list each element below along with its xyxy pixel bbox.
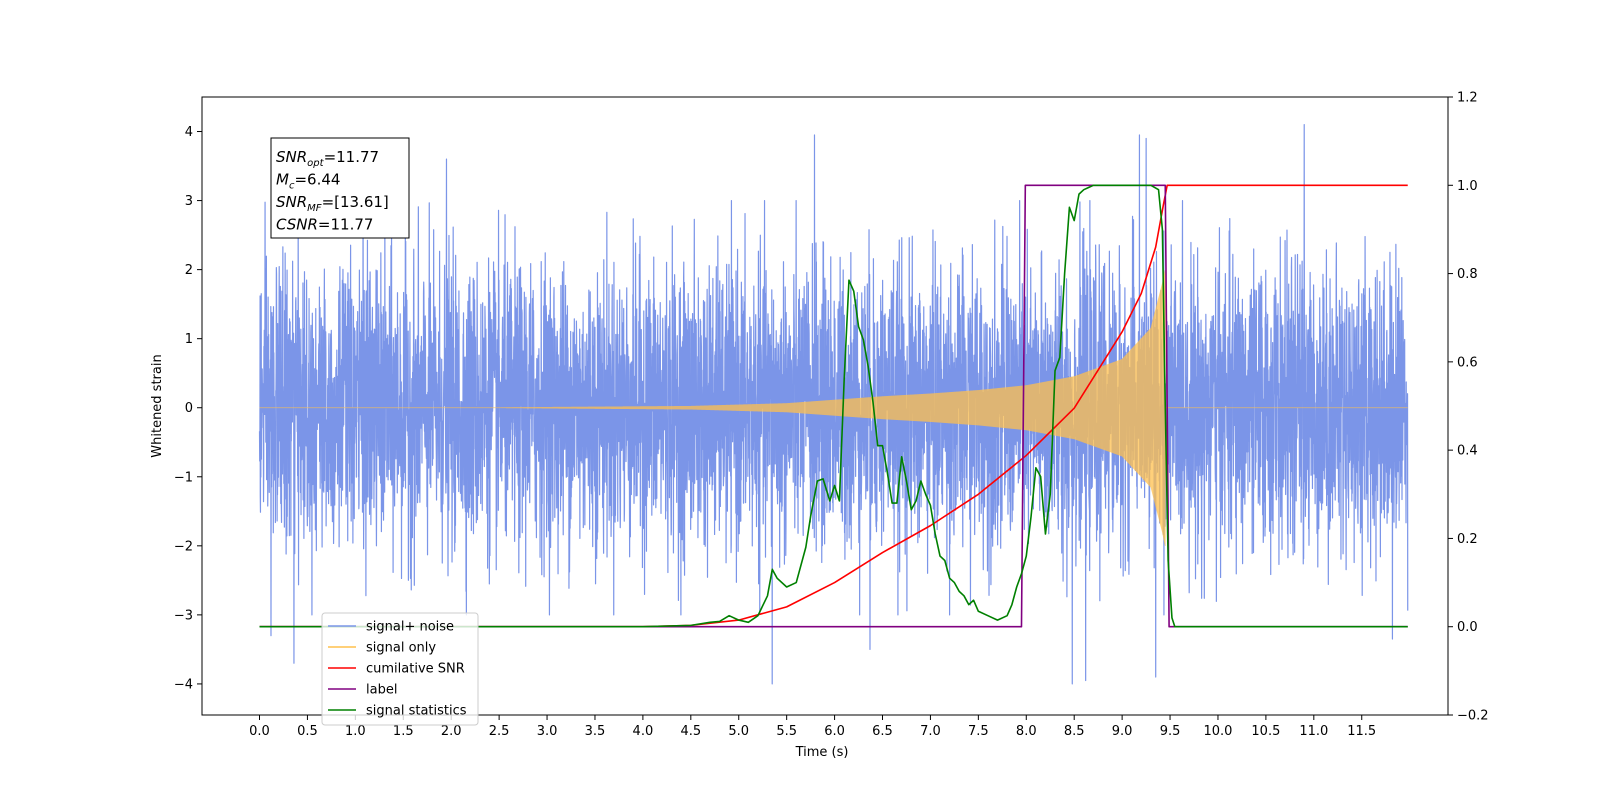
x-tick-label: 10.5 (1251, 724, 1280, 739)
y-tick-label: −2 (174, 539, 193, 554)
x-tick-label: 4.5 (680, 724, 701, 739)
y2-tick-label: 0.8 (1457, 267, 1478, 282)
x-tick-label: 8.5 (1064, 724, 1085, 739)
annotation-line: CSNR=11.77 (276, 216, 373, 234)
x-tick-label: 2.5 (489, 724, 510, 739)
y-tick-label: 3 (185, 194, 193, 209)
y2-tick-label: 0.6 (1457, 355, 1478, 370)
x-tick-label: 1.5 (393, 724, 414, 739)
x-tick-label: 8.0 (1016, 724, 1037, 739)
y-axis-label: Whitened strain (150, 354, 165, 457)
x-tick-label: 10.0 (1203, 724, 1232, 739)
legend-label: signal statistics (366, 704, 467, 719)
annotation-frame (270, 137, 410, 239)
y-tick-label: 1 (185, 332, 193, 347)
x-tick-label: 3.0 (537, 724, 558, 739)
annotation-line: SNRMF=[13.61] (276, 193, 389, 214)
annotation-line: SNRopt=11.77 (276, 148, 379, 169)
legend-label: cumilative SNR (366, 662, 465, 677)
x-tick-label: 0.5 (297, 724, 318, 739)
y-tick-label: −4 (174, 677, 193, 692)
y-axis-right: −0.2 0.0 0.2 0.4 0.6 0.8 1.0 1.2 (1448, 91, 1489, 724)
x-axis: 0.0 0.5 1.0 1.5 2.0 2.5 3.0 3.5 4.0 4.5 5.0 5.5 6.0 6… (249, 715, 1376, 739)
plot-area (258, 124, 1409, 685)
y2-tick-label: 1.2 (1457, 91, 1478, 106)
series-signal-statistics (259, 184, 1408, 628)
y-tick-label: −1 (174, 470, 193, 485)
legend-frame (321, 612, 479, 726)
y2-tick-label: 0.4 (1457, 444, 1478, 459)
y-tick-label: 2 (185, 263, 193, 278)
x-tick-label: 6.5 (872, 724, 893, 739)
x-tick-label: 0.0 (249, 724, 270, 739)
y2-tick-label: 0.0 (1457, 620, 1478, 635)
x-tick-label: 5.0 (728, 724, 749, 739)
y2-tick-label: −0.2 (1457, 709, 1489, 724)
annotation-line: Mc=6.44 (276, 171, 340, 192)
x-tick-label: 3.5 (585, 724, 606, 739)
y2-tick-label: 0.2 (1457, 532, 1478, 547)
plot-frame (201, 96, 1449, 716)
x-tick-label: 9.5 (1160, 724, 1181, 739)
series-signal-noise (258, 124, 1409, 685)
x-tick-label: 6.0 (824, 724, 845, 739)
legend-label: signal only (366, 641, 436, 656)
y-axis-left: −4 −3 −2 −1 0 1 2 3 4 (174, 125, 202, 692)
y-tick-label: −3 (174, 608, 193, 623)
x-tick-label: 5.5 (776, 724, 797, 739)
series-cumilative-snr (259, 184, 1408, 628)
y2-tick-label: 1.0 (1457, 179, 1478, 194)
x-tick-label: 4.0 (633, 724, 654, 739)
x-tick-label: 1.0 (345, 724, 366, 739)
x-axis-label: Time (s) (795, 745, 849, 760)
legend: signal+ noise signal only cumilative SNR la… (321, 612, 479, 726)
x-tick-label: 9.0 (1112, 724, 1133, 739)
legend-label: label (366, 683, 397, 698)
x-tick-label: 11.5 (1347, 724, 1376, 739)
x-tick-label: 11.0 (1299, 724, 1328, 739)
series-signal-only (259, 270, 1409, 547)
x-tick-label: 7.0 (920, 724, 941, 739)
legend-label: signal+ noise (366, 620, 454, 635)
y-tick-label: 4 (185, 125, 193, 140)
x-tick-label: 2.0 (441, 724, 462, 739)
x-tick-label: 7.5 (968, 724, 989, 739)
y-tick-label: 0 (185, 401, 193, 416)
